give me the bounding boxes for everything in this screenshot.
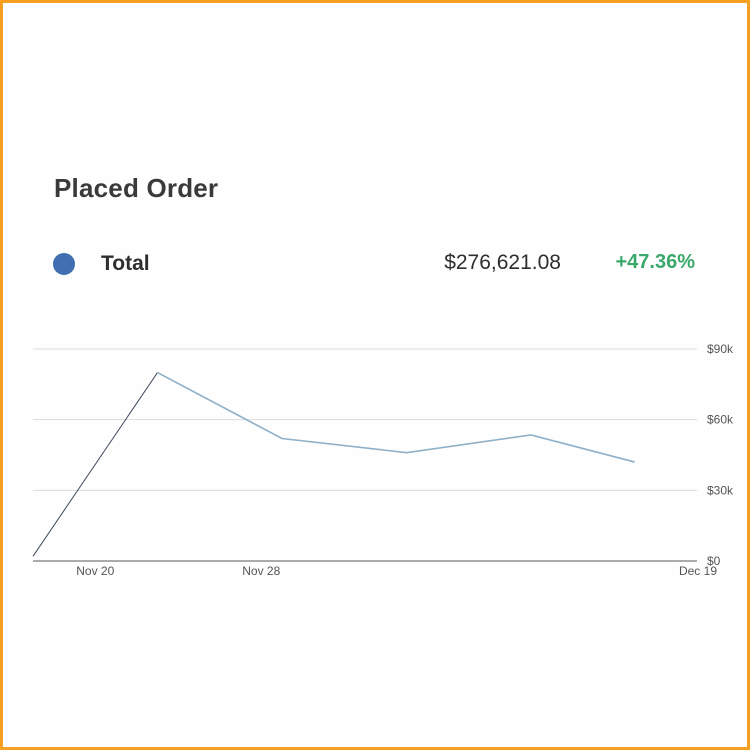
- summary-row: Total $276,621.08 +47.36%: [3, 248, 750, 282]
- x-tick-label: Dec 19: [679, 564, 717, 578]
- x-tick-label: Nov 20: [76, 564, 114, 578]
- card-title: Placed Order: [54, 173, 219, 203]
- y-tick-label: $0: [707, 554, 721, 568]
- y-tick-label: $30k: [707, 483, 734, 497]
- series-color-dot: [53, 253, 75, 275]
- series-line-segment: [32, 372, 158, 557]
- y-tick-label: $90k: [707, 342, 734, 356]
- y-tick-label: $60k: [707, 413, 734, 427]
- line-chart: $0 $30k $60k $90k Nov 20 Nov 28 Dec 19: [32, 342, 734, 578]
- total-value: $276,621.08: [444, 251, 561, 274]
- x-tick-label: Nov 28: [242, 564, 280, 578]
- series-line: [157, 371, 635, 463]
- change-percent: +47.36%: [615, 251, 695, 273]
- series-label: Total: [101, 252, 150, 275]
